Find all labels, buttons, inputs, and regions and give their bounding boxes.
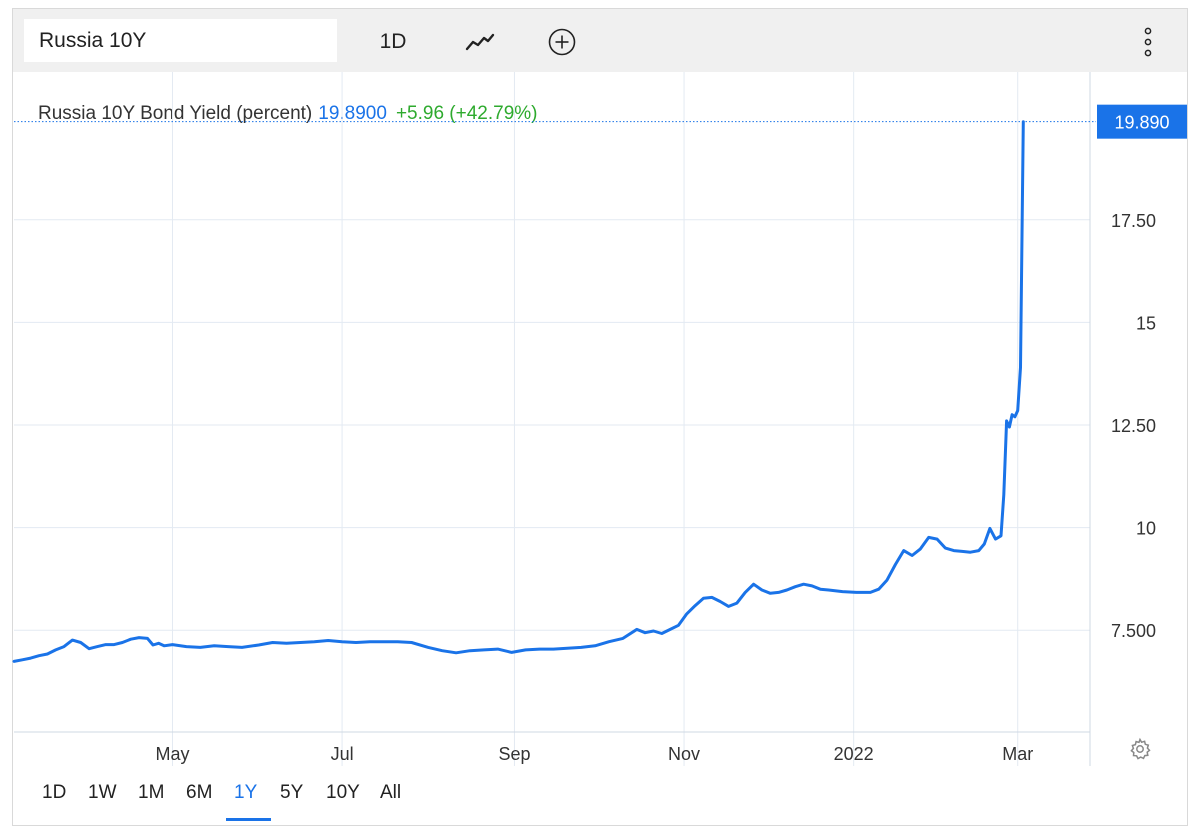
range-1m-button[interactable]: 1M (138, 782, 165, 803)
more-options-button[interactable] (1128, 22, 1168, 62)
legend-price: 19.8900 (318, 103, 387, 124)
price-tag-label: 19.890 (1114, 113, 1169, 133)
range-all-button[interactable]: All (380, 782, 402, 803)
range-1y-button[interactable]: 1Y (234, 782, 258, 803)
line-chart-icon (465, 33, 495, 51)
more-vertical-icon (1144, 27, 1152, 57)
price-tag-box (1097, 104, 1187, 139)
gear-icon (1130, 737, 1151, 760)
yield-series-line[interactable] (12, 120, 1025, 663)
x-tick-label: Jul (331, 744, 354, 764)
add-compare-icon (548, 28, 576, 56)
x-tick-label: Mar (1002, 744, 1033, 764)
legend-change: +5.96 (+42.79%) (395, 103, 538, 124)
y-tick-label: 7.500 (1111, 621, 1156, 641)
range-10y-button[interactable]: 10Y (326, 782, 360, 803)
y-tick-label: 17.50 (1111, 211, 1156, 231)
range-5y-button[interactable]: 5Y (280, 782, 304, 803)
chart-style-button[interactable] (460, 22, 500, 62)
range-6m-button[interactable]: 6M (186, 782, 213, 803)
active-range-underline (226, 818, 271, 821)
y-tick-label: 15 (1136, 313, 1156, 333)
y-tick-label: 12.50 (1111, 416, 1156, 436)
x-tick-label: 2022 (834, 744, 874, 764)
legend-series-name: Russia 10Y Bond Yield (percent) (38, 103, 313, 124)
add-comparison-button[interactable] (542, 22, 582, 62)
chart-legend: Russia 10Y Bond Yield (percent) 19.8900 +5… (38, 103, 538, 125)
range-1w-button[interactable]: 1W (88, 782, 117, 803)
range-1d-button[interactable]: 1D (42, 782, 67, 803)
interval-selector[interactable]: 1D (379, 30, 407, 53)
y-tick-label: 10 (1136, 519, 1156, 539)
chart-settings-button[interactable] (1126, 735, 1154, 763)
x-tick-label: May (155, 744, 189, 764)
chart-widget (12, 8, 1188, 826)
x-tick-label: Nov (668, 744, 700, 764)
x-tick-label: Sep (498, 744, 530, 764)
symbol-search-input[interactable] (24, 19, 337, 62)
